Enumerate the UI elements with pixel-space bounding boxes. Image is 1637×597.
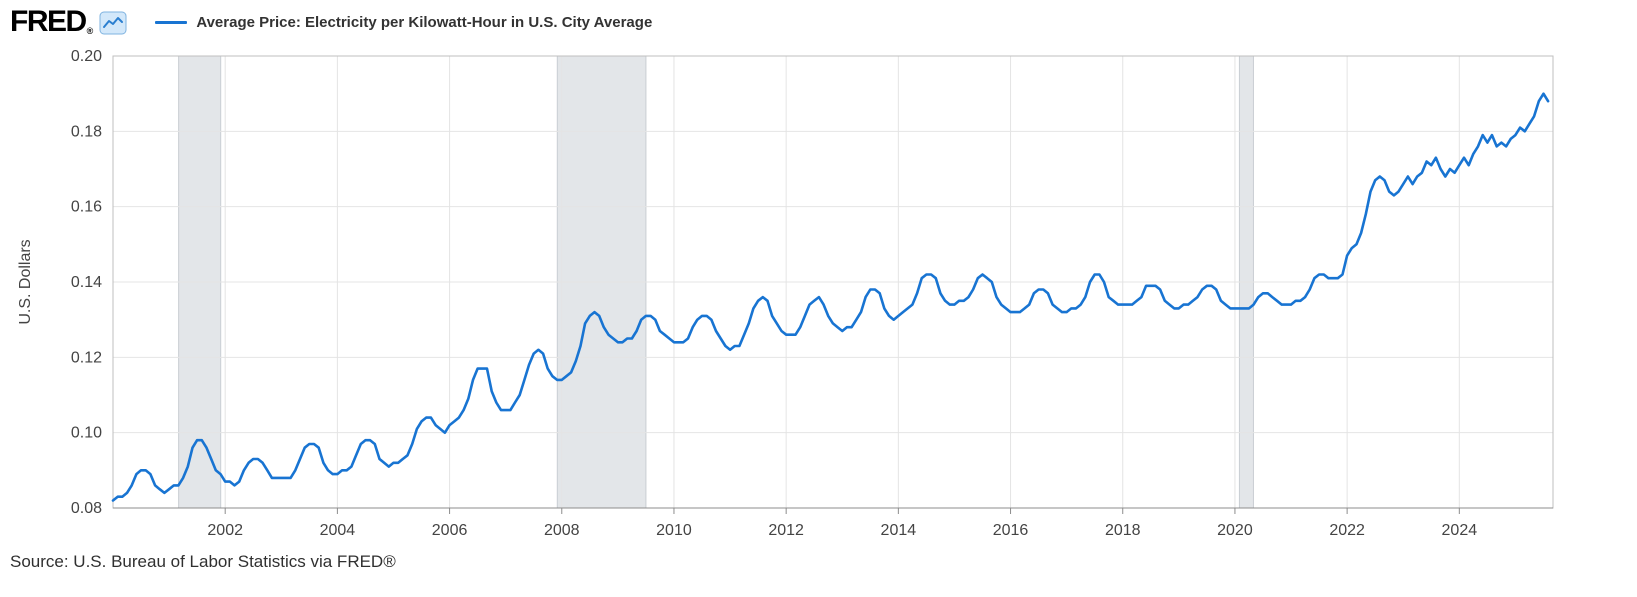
x-tick-label: 2016	[993, 522, 1029, 536]
fred-logo[interactable]: FRED ®	[10, 7, 93, 37]
fred-logo-text: FRED	[10, 5, 87, 38]
series-line	[111, 92, 1550, 502]
x-tick-label: 2022	[1329, 522, 1365, 536]
x-tick-label: 2018	[1105, 522, 1141, 536]
x-tick-label: 2020	[1217, 522, 1253, 536]
legend: Average Price: Electricity per Kilowatt-…	[155, 14, 652, 31]
y-tick-label: 0.14	[71, 274, 102, 291]
x-tick-label: 2024	[1442, 522, 1478, 536]
x-tick-label: 2006	[432, 522, 468, 536]
fred-graph-icon	[99, 11, 127, 35]
x-tick-label: 2008	[544, 522, 580, 536]
y-tick-label: 0.20	[71, 48, 102, 65]
header: FRED ® Average Price: Electricity per Ki…	[0, 0, 1637, 44]
y-tick-label: 0.12	[71, 349, 102, 366]
source-note[interactable]: Source: U.S. Bureau of Labor Statistics …	[10, 552, 396, 571]
y-tick-label: 0.18	[71, 123, 102, 140]
x-tick-label: 2004	[320, 522, 356, 536]
y-tick-label: 0.10	[71, 425, 102, 442]
y-axis-title: U.S. Dollars	[17, 239, 34, 324]
x-tick-label: 2012	[768, 522, 804, 536]
y-tick-label: 0.16	[71, 199, 102, 216]
x-tick-label: 2002	[207, 522, 243, 536]
x-tick-label: 2010	[656, 522, 692, 536]
legend-label[interactable]: Average Price: Electricity per Kilowatt-…	[196, 13, 653, 31]
legend-swatch	[155, 20, 188, 24]
price-chart: 0.08 0.10 0.12 0.14 0.16 0.18 0.20 2002 2004 2006…	[17, 48, 1554, 536]
registered-mark: ®	[86, 26, 94, 36]
x-tick-label: 2014	[881, 522, 917, 536]
y-tick-label: 0.08	[71, 500, 102, 517]
